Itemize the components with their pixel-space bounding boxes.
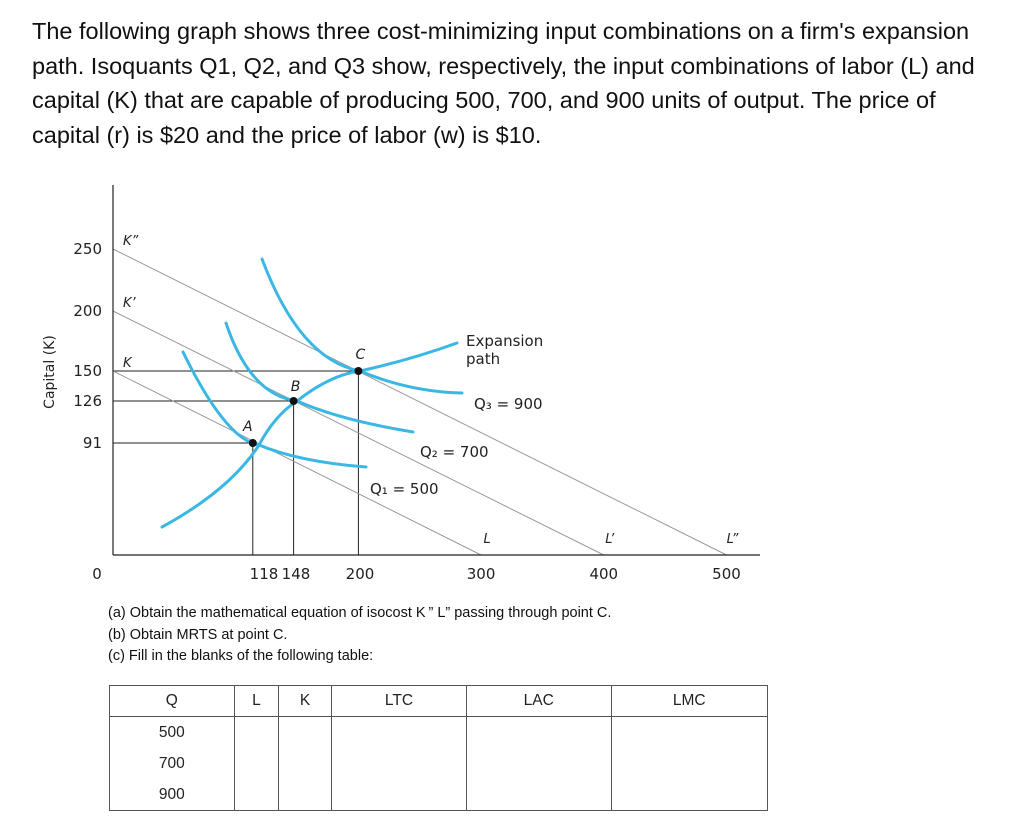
- lac-blank[interactable]: [466, 748, 612, 779]
- isocost-line: [112, 310, 605, 556]
- header-lac: LAC: [466, 685, 612, 717]
- question-list: (a) Obtain the mathematical equation of …: [108, 603, 611, 668]
- isocost-l-label: L”: [727, 532, 739, 547]
- ltc-blank[interactable]: [330, 716, 468, 748]
- isoquant-curve: [260, 257, 464, 395]
- lmc-blank[interactable]: [610, 779, 768, 811]
- isocost-line: [112, 370, 482, 556]
- table-header-row: Q L K LTC LAC LMC: [109, 685, 768, 717]
- x-tick-label: 400: [589, 565, 618, 583]
- lmc-blank[interactable]: [610, 748, 768, 779]
- ltc-blank[interactable]: [330, 779, 468, 811]
- header-l: L: [233, 685, 280, 717]
- isocost-l-label: L: [483, 532, 490, 547]
- x-tick-label: 300: [467, 565, 496, 583]
- isocost-line: [112, 248, 727, 556]
- y-tick-label: 126: [73, 392, 102, 410]
- k-blank[interactable]: [278, 748, 332, 779]
- table-row: 700: [109, 748, 768, 779]
- k-blank[interactable]: [278, 716, 332, 748]
- x-tick-label: 118: [250, 565, 279, 583]
- isoquant-curve: [181, 350, 368, 469]
- y-tick-label: 250: [73, 240, 102, 258]
- header-lmc: LMC: [610, 685, 768, 717]
- q-cell: 700: [109, 748, 235, 779]
- y-tick-label: 200: [73, 302, 102, 320]
- y-axis-label: Capital (K): [42, 335, 58, 409]
- cost-table: Q L K LTC LAC LMC 500 700 900: [109, 685, 768, 811]
- point-marker: [289, 397, 298, 405]
- question-a: (a) Obtain the mathematical equation of …: [108, 605, 612, 621]
- table-row: 500: [109, 716, 768, 748]
- x-tick-label: 148: [282, 565, 311, 583]
- origin-label: 0: [92, 565, 102, 583]
- isocost-k-label: K”: [123, 234, 139, 249]
- isocost-k-label: K’: [123, 296, 137, 311]
- point-label: B: [291, 379, 301, 395]
- x-tick-label: 500: [712, 565, 741, 583]
- q-cell: 900: [109, 779, 235, 811]
- lmc-blank[interactable]: [610, 716, 768, 748]
- lac-blank[interactable]: [466, 716, 612, 748]
- isoquant-label: Q₂ = 700: [420, 443, 489, 461]
- question-b: (b) Obtain MRTS at point C.: [108, 626, 288, 643]
- point-label: C: [356, 347, 366, 363]
- k-blank[interactable]: [278, 779, 332, 811]
- ltc-blank[interactable]: [330, 748, 468, 779]
- isoquant-label: Q₁ = 500: [370, 480, 439, 498]
- l-blank[interactable]: [233, 716, 280, 748]
- lac-blank[interactable]: [466, 779, 612, 811]
- y-tick-label: 91: [83, 434, 102, 452]
- isocost-l-label: L’: [605, 532, 615, 547]
- isoquant-curve: [224, 321, 415, 434]
- header-ltc: LTC: [330, 685, 468, 717]
- header-q: Q: [109, 685, 235, 717]
- point-label: A: [242, 419, 253, 435]
- point-marker: [248, 439, 257, 447]
- y-tick-label: 150: [73, 362, 102, 380]
- point-marker: [354, 367, 363, 375]
- l-blank[interactable]: [233, 779, 280, 811]
- problem-intro: The following graph shows three cost-min…: [32, 18, 975, 148]
- expansion-path-label: path: [466, 350, 500, 368]
- isocost-k-label: K: [123, 356, 133, 371]
- question-c: (c) Fill in the blanks of the following …: [108, 648, 374, 664]
- table-row: 900: [109, 779, 768, 811]
- expansion-path-label: Expansion: [466, 332, 543, 350]
- isoquant-label: Q₃ = 900: [474, 395, 543, 413]
- l-blank[interactable]: [233, 748, 280, 779]
- x-tick-label: 200: [346, 565, 375, 583]
- q-cell: 500: [109, 716, 235, 748]
- expansion-path-graph: Capital (K) 0 250 200 150 126 91 118 148 200 300 40…: [42, 185, 760, 583]
- header-k: K: [278, 685, 332, 717]
